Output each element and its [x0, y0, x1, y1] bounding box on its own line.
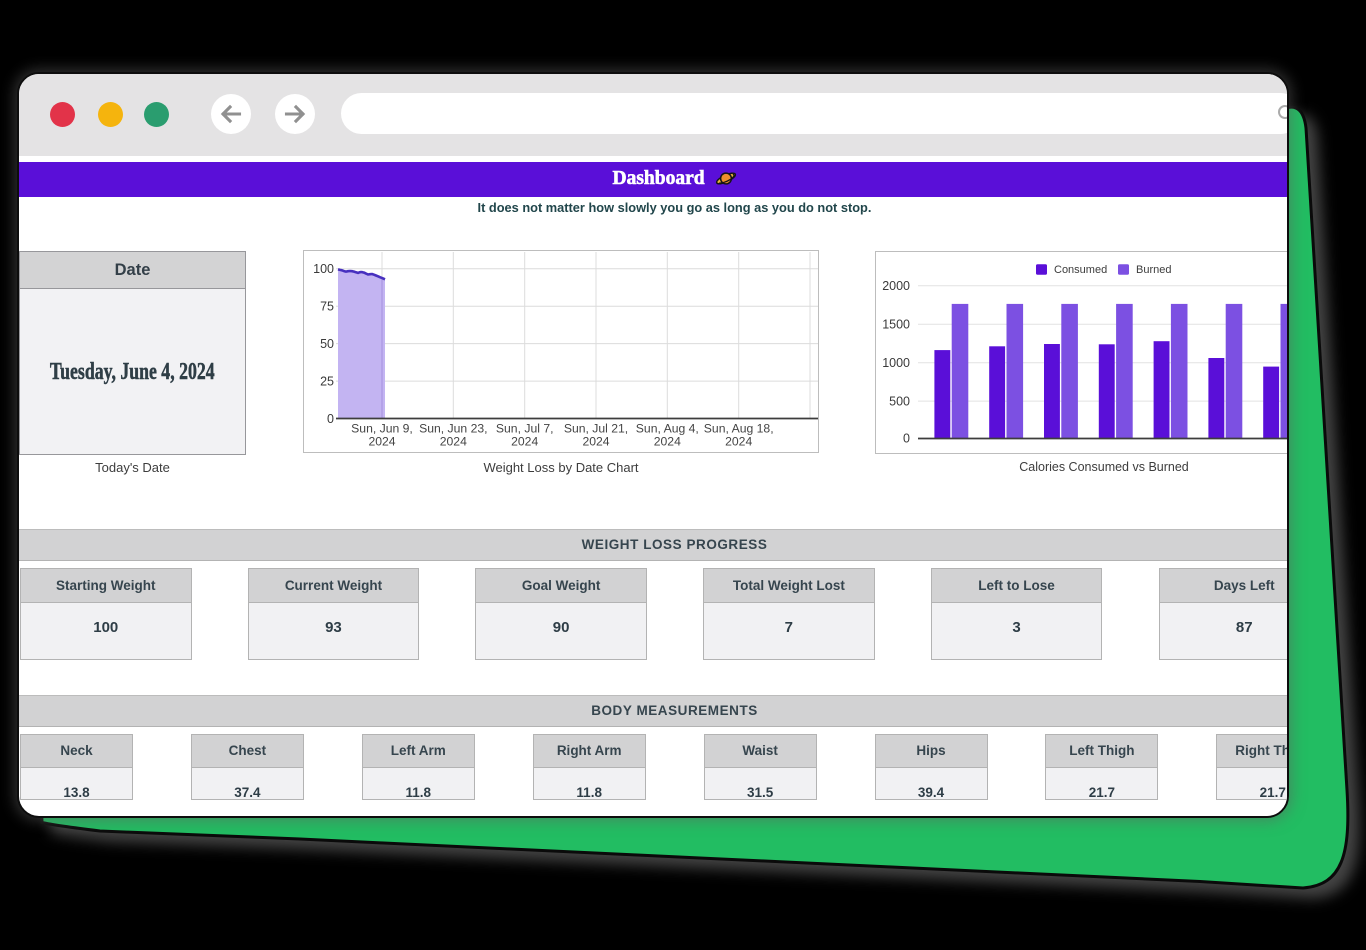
svg-text:500: 500: [889, 395, 910, 409]
svg-text:Sun, Jun 23,: Sun, Jun 23,: [419, 422, 487, 436]
svg-text:2024: 2024: [654, 435, 681, 449]
svg-text:2024: 2024: [582, 435, 609, 449]
svg-text:Sun, Jul 7,: Sun, Jul 7,: [496, 422, 554, 436]
svg-text:75: 75: [320, 300, 334, 314]
svg-text:Burned: Burned: [1136, 264, 1171, 276]
svg-text:Sun, Aug 18,: Sun, Aug 18,: [704, 422, 774, 436]
svg-text:Sun, Jun 9,: Sun, Jun 9,: [351, 422, 413, 436]
svg-text:25: 25: [320, 375, 334, 389]
svg-text:2024: 2024: [725, 435, 752, 449]
svg-text:2000: 2000: [882, 279, 910, 293]
svg-text:50: 50: [320, 337, 334, 351]
svg-text:Sun, Aug 4,: Sun, Aug 4,: [636, 422, 699, 436]
svg-text:2024: 2024: [440, 435, 467, 449]
svg-text:Sun, Jul 21,: Sun, Jul 21,: [564, 422, 628, 436]
svg-text:0: 0: [903, 432, 910, 446]
svg-text:Consumed: Consumed: [1054, 264, 1107, 276]
svg-text:100: 100: [313, 262, 334, 276]
svg-text:1000: 1000: [882, 356, 910, 370]
svg-text:0: 0: [327, 412, 334, 426]
svg-text:1500: 1500: [882, 318, 910, 332]
svg-text:2024: 2024: [511, 435, 538, 449]
svg-text:2024: 2024: [368, 435, 395, 449]
